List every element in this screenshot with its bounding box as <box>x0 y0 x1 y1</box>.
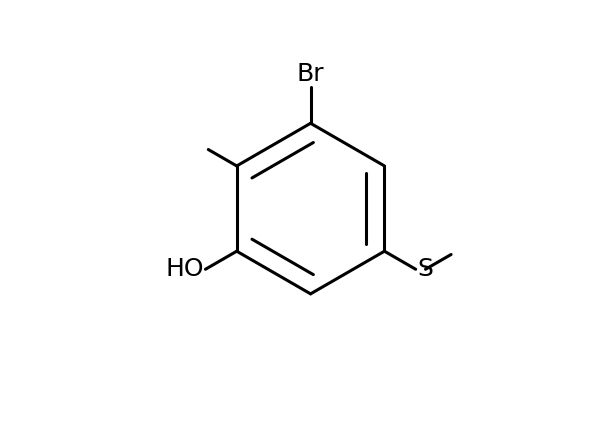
Text: S: S <box>418 257 433 281</box>
Text: HO: HO <box>165 257 204 281</box>
Text: Br: Br <box>297 62 324 86</box>
